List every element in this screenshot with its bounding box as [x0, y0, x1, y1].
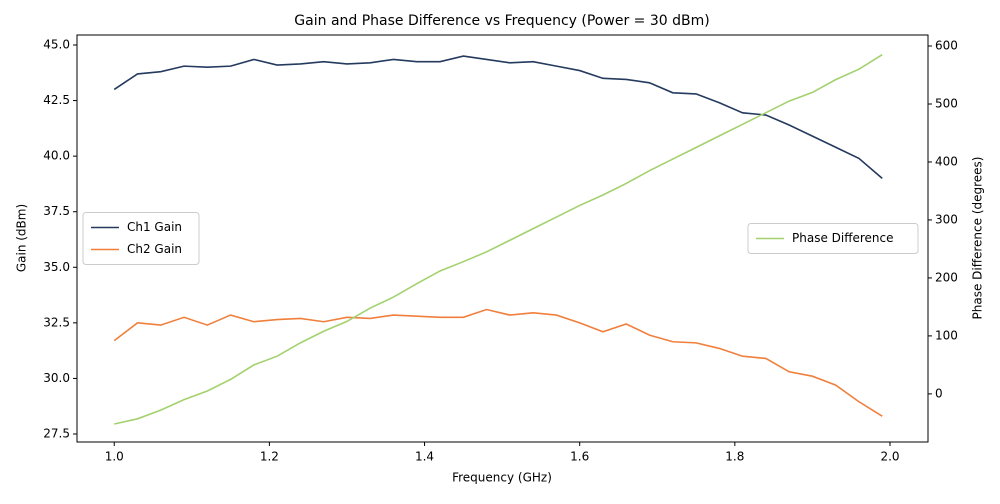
- y-axis-label: Gain (dBm): [15, 204, 29, 272]
- series-line: [114, 54, 883, 425]
- y-tick-label: 35.0: [43, 260, 70, 274]
- x-tick-label: 1.4: [415, 450, 434, 464]
- legend-box: [747, 223, 919, 254]
- series-line: [113, 308, 883, 417]
- y-tick-label: 42.5: [43, 93, 70, 107]
- series-line: [113, 55, 883, 179]
- x-axis-label: Frequency (GHz): [452, 471, 552, 485]
- x-tick-label: 2.0: [880, 450, 899, 464]
- y-tick-label: 37.5: [43, 204, 70, 218]
- legend-label: Ch2 Gain: [127, 242, 182, 256]
- y2-tick-label: 200: [935, 270, 958, 284]
- y2-tick-label: 0: [935, 386, 943, 400]
- y-tick-label: 45.0: [43, 38, 70, 52]
- plot-frame: [76, 34, 929, 443]
- y2-tick-label: 600: [935, 39, 958, 53]
- y-tick-label: 27.5: [43, 426, 70, 440]
- x-tick-label: 1.0: [105, 450, 124, 464]
- y2-axis-label: Phase Difference (degrees): [971, 157, 985, 320]
- y2-tick-label: 300: [935, 212, 958, 226]
- y-tick-label: 32.5: [43, 315, 70, 329]
- legend-label: Phase Difference: [792, 231, 894, 245]
- x-tick-label: 1.6: [570, 450, 589, 464]
- chart-title: Gain and Phase Difference vs Frequency (…: [294, 13, 709, 29]
- legend-box: [82, 212, 200, 265]
- x-tick-label: 1.8: [725, 450, 744, 464]
- y-tick-label: 40.0: [43, 149, 70, 163]
- y2-tick-label: 400: [935, 154, 958, 168]
- x-tick-label: 1.2: [260, 450, 279, 464]
- legend-label: Ch1 Gain: [127, 220, 182, 234]
- y2-tick-label: 500: [935, 96, 958, 110]
- y-tick-label: 30.0: [43, 371, 70, 385]
- y2-tick-label: 100: [935, 328, 958, 342]
